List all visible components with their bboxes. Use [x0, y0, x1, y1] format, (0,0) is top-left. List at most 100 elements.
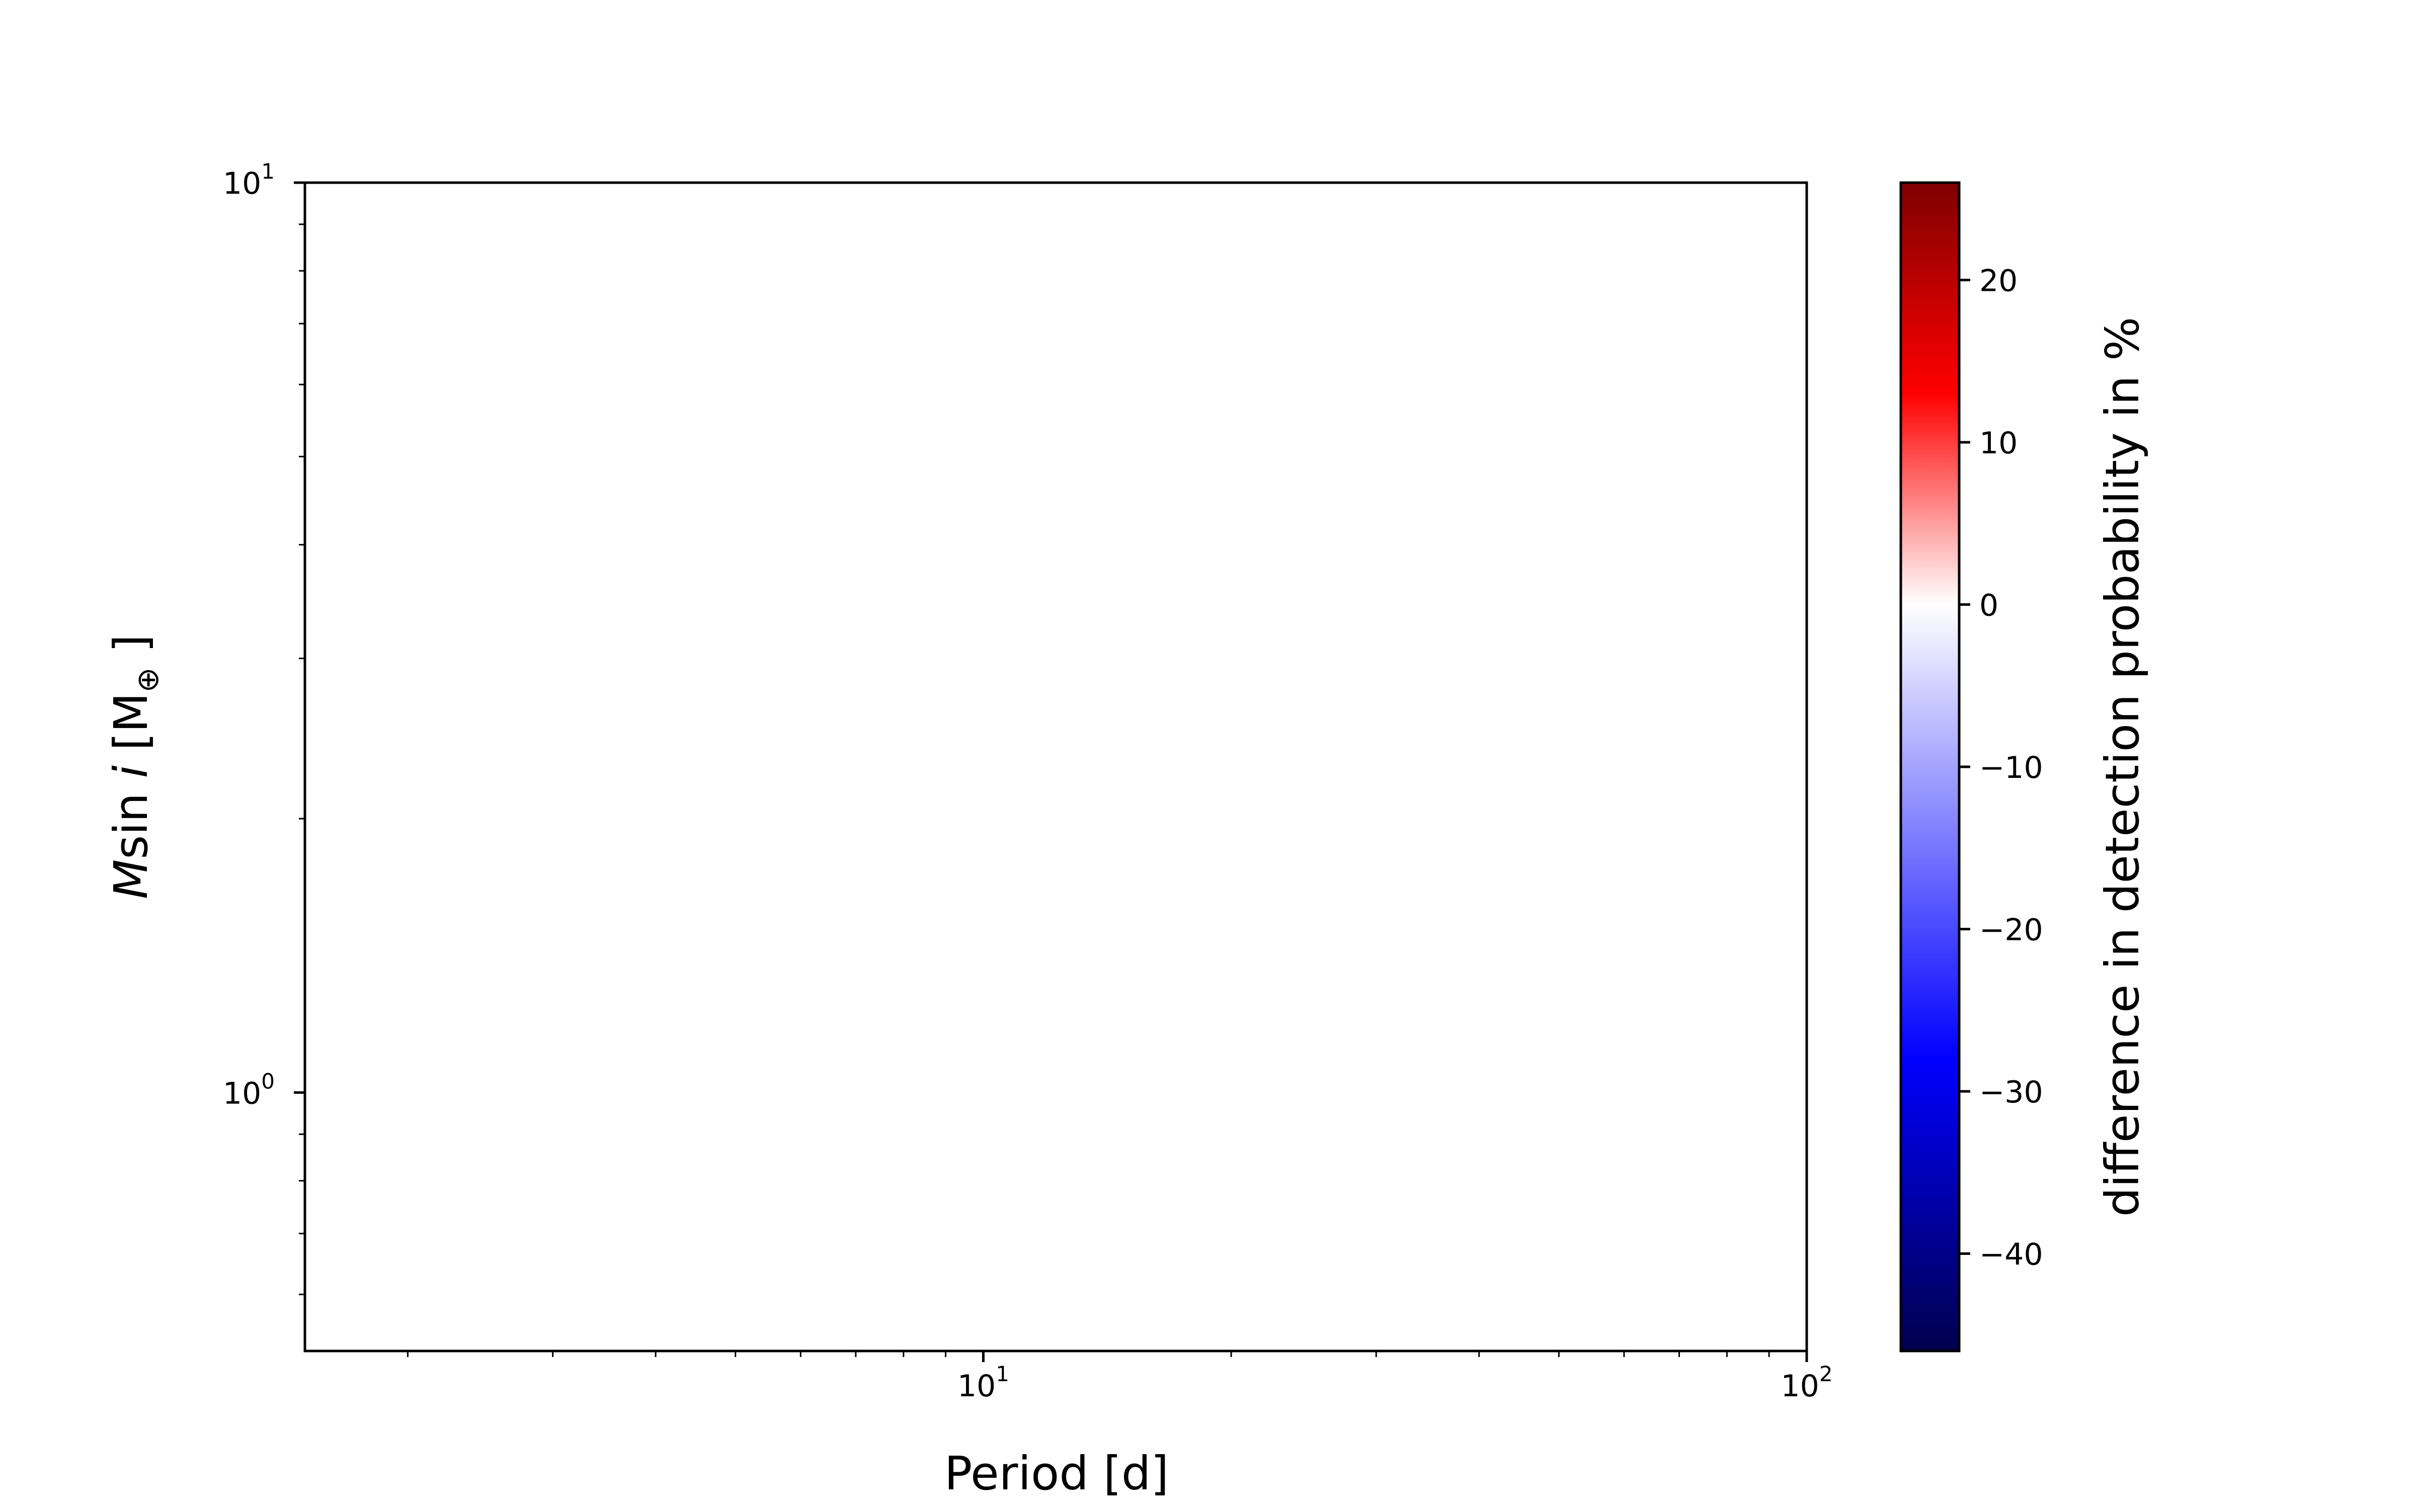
heatmap-cell [1217, 516, 1271, 559]
colorbar-tick-label: 10 [1979, 426, 2018, 461]
heatmap-cell [1753, 683, 1807, 726]
heatmap-cell [573, 1184, 627, 1226]
heatmap-cell [1163, 642, 1217, 684]
heatmap-cell [1753, 558, 1807, 600]
heatmap-cell [1270, 516, 1325, 559]
heatmap-cell [573, 933, 627, 976]
heatmap-cell [1646, 183, 1700, 225]
heatmap-cell [680, 892, 735, 934]
heatmap-cell [734, 892, 788, 934]
heatmap-cell [358, 474, 413, 517]
heatmap-cell [734, 391, 788, 434]
heatmap-cell [1592, 183, 1646, 225]
heatmap-cell [305, 1059, 359, 1101]
heatmap-cell [734, 266, 788, 308]
heatmap-cell [1056, 1017, 1110, 1060]
heatmap-cell [465, 516, 520, 559]
heatmap-cell [841, 474, 896, 517]
heatmap-cell [1699, 1059, 1753, 1101]
heatmap-cell [1431, 600, 1485, 642]
heatmap-cell [519, 767, 574, 809]
heatmap-cell [1378, 808, 1432, 851]
heatmap-cell [1217, 474, 1271, 517]
heatmap-cell [412, 642, 466, 684]
heatmap-cell [626, 1267, 681, 1310]
heatmap-cell [1163, 307, 1217, 350]
heatmap-cell [358, 933, 413, 976]
heatmap-cell [1646, 391, 1700, 434]
heatmap-cell [1324, 558, 1378, 600]
heatmap-cell [1163, 808, 1217, 851]
heatmap-cell [787, 725, 842, 767]
heatmap-cell [1270, 683, 1325, 726]
heatmap-cell [1485, 224, 1539, 267]
heatmap-cell [948, 1184, 1003, 1226]
heatmap-cell [305, 349, 359, 392]
heatmap-cell [1163, 1017, 1217, 1060]
heatmap-cell [787, 1017, 842, 1060]
heatmap-cell [1431, 516, 1485, 559]
heatmap-cell [519, 516, 574, 559]
heatmap-cell [1485, 183, 1539, 225]
heatmap-cell [948, 1017, 1003, 1060]
heatmap-cell [519, 433, 574, 475]
heatmap-cell [1270, 1017, 1325, 1060]
heatmap-cell [626, 1059, 681, 1101]
heatmap-cell [412, 1226, 466, 1268]
heatmap-cell [1699, 975, 1753, 1018]
heatmap-cell [1378, 642, 1432, 684]
heatmap-cell [465, 307, 520, 350]
heatmap-cell [465, 1309, 520, 1351]
heatmap-cell [412, 266, 466, 308]
heatmap-cell [1378, 391, 1432, 434]
heatmap-cell [1324, 892, 1378, 934]
heatmap-cell [1485, 266, 1539, 308]
heatmap-cell [1270, 850, 1325, 893]
heatmap-cell [305, 892, 359, 934]
heatmap-cell [412, 683, 466, 726]
heatmap-cell [519, 1017, 574, 1060]
heatmap-cell [1431, 642, 1485, 684]
heatmap-cell [841, 642, 896, 684]
heatmap-cell [573, 600, 627, 642]
heatmap-cell [1538, 808, 1593, 851]
heatmap-cell [1699, 349, 1753, 392]
heatmap-cell [465, 1184, 520, 1226]
heatmap-cell [1378, 600, 1432, 642]
heatmap-cell [1592, 642, 1646, 684]
heatmap-cell [573, 1309, 627, 1351]
heatmap-cell [412, 600, 466, 642]
heatmap-cell [412, 349, 466, 392]
heatmap-cell [1109, 1184, 1164, 1226]
heatmap-cell [1699, 183, 1753, 225]
heatmap-cell [519, 183, 574, 225]
heatmap-cell [680, 975, 735, 1018]
heatmap-cell [1056, 433, 1110, 475]
heatmap-cell [1217, 683, 1271, 726]
heatmap-cell [1592, 1309, 1646, 1351]
heatmap-cell [1646, 307, 1700, 350]
heatmap-cell [1056, 600, 1110, 642]
heatmap-cell [358, 266, 413, 308]
heatmap-cell [1538, 975, 1593, 1018]
heatmap-cell [948, 183, 1003, 225]
heatmap-cell [787, 1226, 842, 1268]
heatmap-cell [680, 642, 735, 684]
heatmap-cell [1056, 558, 1110, 600]
heatmap-cell [680, 474, 735, 517]
heatmap-cell [1217, 1100, 1271, 1143]
heatmap-cell [1753, 307, 1807, 350]
heatmap-cell [1646, 642, 1700, 684]
heatmap-cell [680, 516, 735, 559]
heatmap-cell [519, 850, 574, 893]
heatmap-cell [1646, 349, 1700, 392]
heatmap-cell [1592, 349, 1646, 392]
heatmap-cell [787, 349, 842, 392]
heatmap-cell [1056, 224, 1110, 267]
heatmap-cell [787, 933, 842, 976]
heatmap-cell [680, 1100, 735, 1143]
heatmap-cell [1002, 307, 1057, 350]
heatmap-cell [305, 1184, 359, 1226]
heatmap-cell [465, 767, 520, 809]
heatmap-cell [841, 683, 896, 726]
